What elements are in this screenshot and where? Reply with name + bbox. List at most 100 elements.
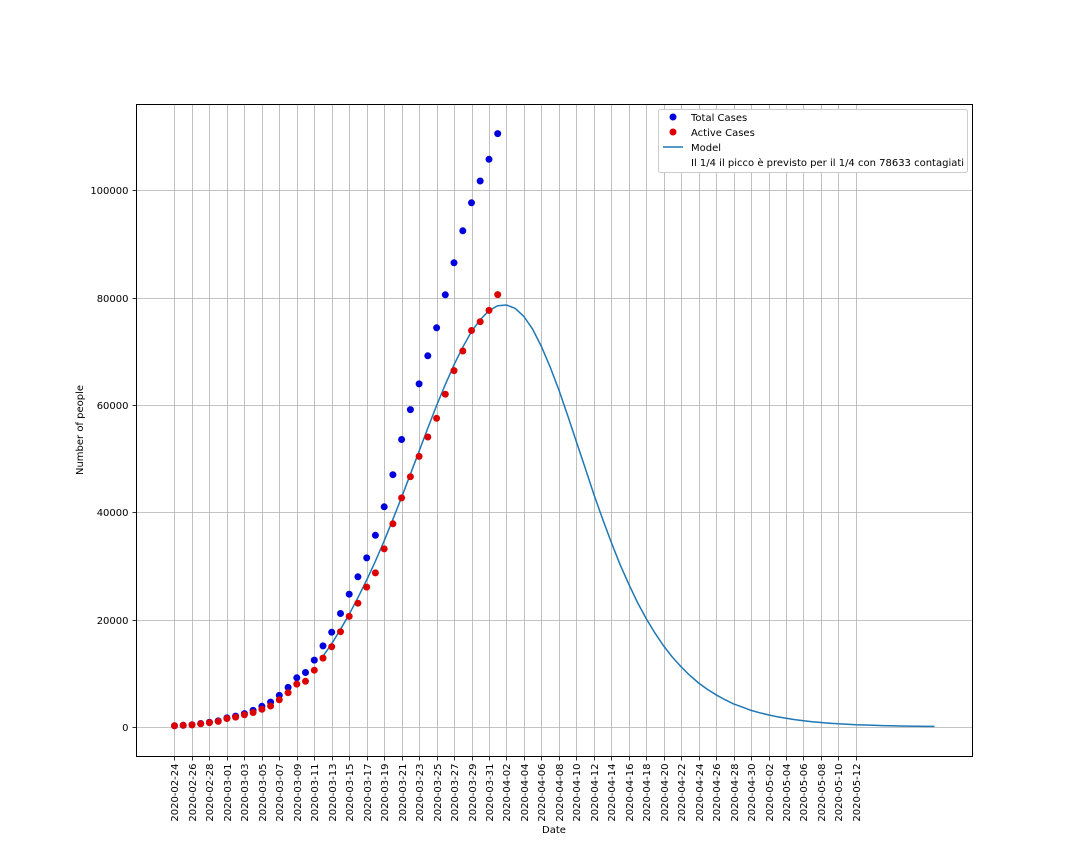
active-cases-point xyxy=(319,654,327,662)
legend-active-cases-marker xyxy=(669,128,677,136)
y-axis-label: Number of people xyxy=(75,385,86,475)
active-cases-point xyxy=(284,689,292,697)
x-tick-label: 2020-04-16 xyxy=(625,764,636,822)
x-tick-label: 2020-02-28 xyxy=(205,764,216,822)
legend-total-cases: Total Cases xyxy=(690,113,747,124)
x-tick-label: 2020-03-13 xyxy=(328,764,339,822)
x-tick-label: 2020-03-05 xyxy=(258,764,269,822)
total-cases-point xyxy=(310,656,318,664)
legend-total-cases-marker xyxy=(669,113,677,121)
total-cases-point xyxy=(354,573,362,581)
total-cases-point xyxy=(459,227,467,235)
x-tick-label: 2020-04-20 xyxy=(660,764,671,822)
y-tick-label: 100000 xyxy=(90,186,128,197)
total-cases-point xyxy=(398,436,406,443)
x-tick-label: 2020-05-12 xyxy=(852,764,863,822)
active-cases-point xyxy=(450,367,458,375)
active-cases-point xyxy=(371,569,379,577)
x-tick-label: 2020-05-10 xyxy=(834,764,845,822)
active-cases-point xyxy=(179,721,187,729)
x-tick-label: 2020-03-15 xyxy=(345,764,356,822)
active-cases-point xyxy=(398,494,406,502)
x-tick-label: 2020-03-31 xyxy=(485,764,496,822)
x-tick-label: 2020-03-21 xyxy=(398,764,409,822)
legend: Total Cases Active Cases Model Il 1/4 il… xyxy=(658,109,968,173)
total-cases-point xyxy=(293,674,301,682)
total-cases-point xyxy=(441,291,449,299)
active-cases-point xyxy=(249,709,257,716)
active-cases-point xyxy=(258,705,266,713)
active-cases-point xyxy=(380,545,388,553)
legend-box xyxy=(658,109,968,173)
total-cases-point xyxy=(415,380,423,388)
x-tick-label: 2020-03-19 xyxy=(380,764,391,822)
x-tick-label: 2020-03-03 xyxy=(240,764,251,822)
active-cases-point xyxy=(232,713,240,721)
total-cases-point xyxy=(406,406,414,414)
x-tick-label: 2020-05-02 xyxy=(765,764,776,822)
active-cases-point xyxy=(171,722,178,730)
total-cases-point xyxy=(328,628,336,636)
x-tick-label: 2020-02-24 xyxy=(170,764,181,822)
active-cases-point xyxy=(275,696,283,704)
total-cases-point xyxy=(319,642,327,650)
x-axis: 2020-02-24 2020-02-26 2020-02-28 2020-03-01… xyxy=(170,756,863,822)
active-cases-point xyxy=(328,643,336,651)
x-tick-label: 2020-03-07 xyxy=(275,764,286,822)
active-cases-point xyxy=(267,702,275,710)
active-cases-point xyxy=(293,680,301,688)
x-tick-label: 2020-03-09 xyxy=(293,764,304,822)
x-tick-label: 2020-04-26 xyxy=(712,764,723,822)
active-cases-point xyxy=(389,520,397,528)
active-cases-point xyxy=(310,666,318,674)
x-tick-label: 2020-03-29 xyxy=(468,764,479,822)
y-tick-label: 0 xyxy=(122,723,128,734)
legend-peak-note: Il 1/4 il picco è previsto per il 1/4 co… xyxy=(691,157,964,169)
x-tick-label: 2020-03-01 xyxy=(223,764,234,822)
x-tick-label: 2020-04-18 xyxy=(642,764,653,822)
x-tick-label: 2020-04-06 xyxy=(537,764,548,822)
x-tick-label: 2020-05-04 xyxy=(782,764,793,822)
total-cases-point xyxy=(433,324,441,332)
active-cases-point xyxy=(223,715,231,722)
active-cases-point xyxy=(485,306,493,314)
active-cases-point xyxy=(240,711,248,719)
x-tick-label: 2020-04-14 xyxy=(607,764,618,822)
active-cases-point xyxy=(494,291,502,299)
total-cases-point xyxy=(494,130,502,138)
x-tick-label: 2020-04-10 xyxy=(572,764,583,822)
x-tick-label: 2020-05-08 xyxy=(817,764,828,822)
x-tick-label: 2020-03-27 xyxy=(450,764,461,822)
total-cases-point xyxy=(476,177,484,185)
grid xyxy=(136,104,973,757)
active-cases-point xyxy=(302,677,309,685)
total-cases-point xyxy=(345,590,353,598)
total-cases-point xyxy=(363,554,371,562)
total-cases-point xyxy=(302,669,309,676)
active-cases-point xyxy=(205,719,213,727)
legend-active-cases: Active Cases xyxy=(691,128,755,139)
x-axis-label: Date xyxy=(542,825,566,836)
active-cases-point xyxy=(476,318,484,326)
active-cases-point xyxy=(433,414,441,422)
x-tick-label: 2020-02-26 xyxy=(188,764,199,822)
x-tick-label: 2020-04-04 xyxy=(520,764,531,822)
active-cases-point xyxy=(468,327,475,334)
active-cases-point xyxy=(406,473,414,481)
active-cases-point xyxy=(363,583,371,591)
x-tick-label: 2020-04-12 xyxy=(590,764,601,822)
total-cases-point xyxy=(337,610,344,617)
total-cases-point xyxy=(468,199,475,207)
active-cases-point xyxy=(188,721,196,729)
plot-frame xyxy=(136,104,973,757)
y-tick-label: 80000 xyxy=(97,294,129,305)
x-tick-label: 2020-03-25 xyxy=(433,764,444,822)
legend-model: Model xyxy=(691,143,721,154)
x-tick-label: 2020-04-24 xyxy=(695,764,706,822)
total-cases-point xyxy=(450,259,458,267)
scatter-points xyxy=(171,130,502,730)
total-cases-point xyxy=(389,471,397,479)
x-tick-label: 2020-04-30 xyxy=(747,764,758,822)
y-axis: 0 20000 40000 60000 80000 100000 xyxy=(90,186,137,734)
